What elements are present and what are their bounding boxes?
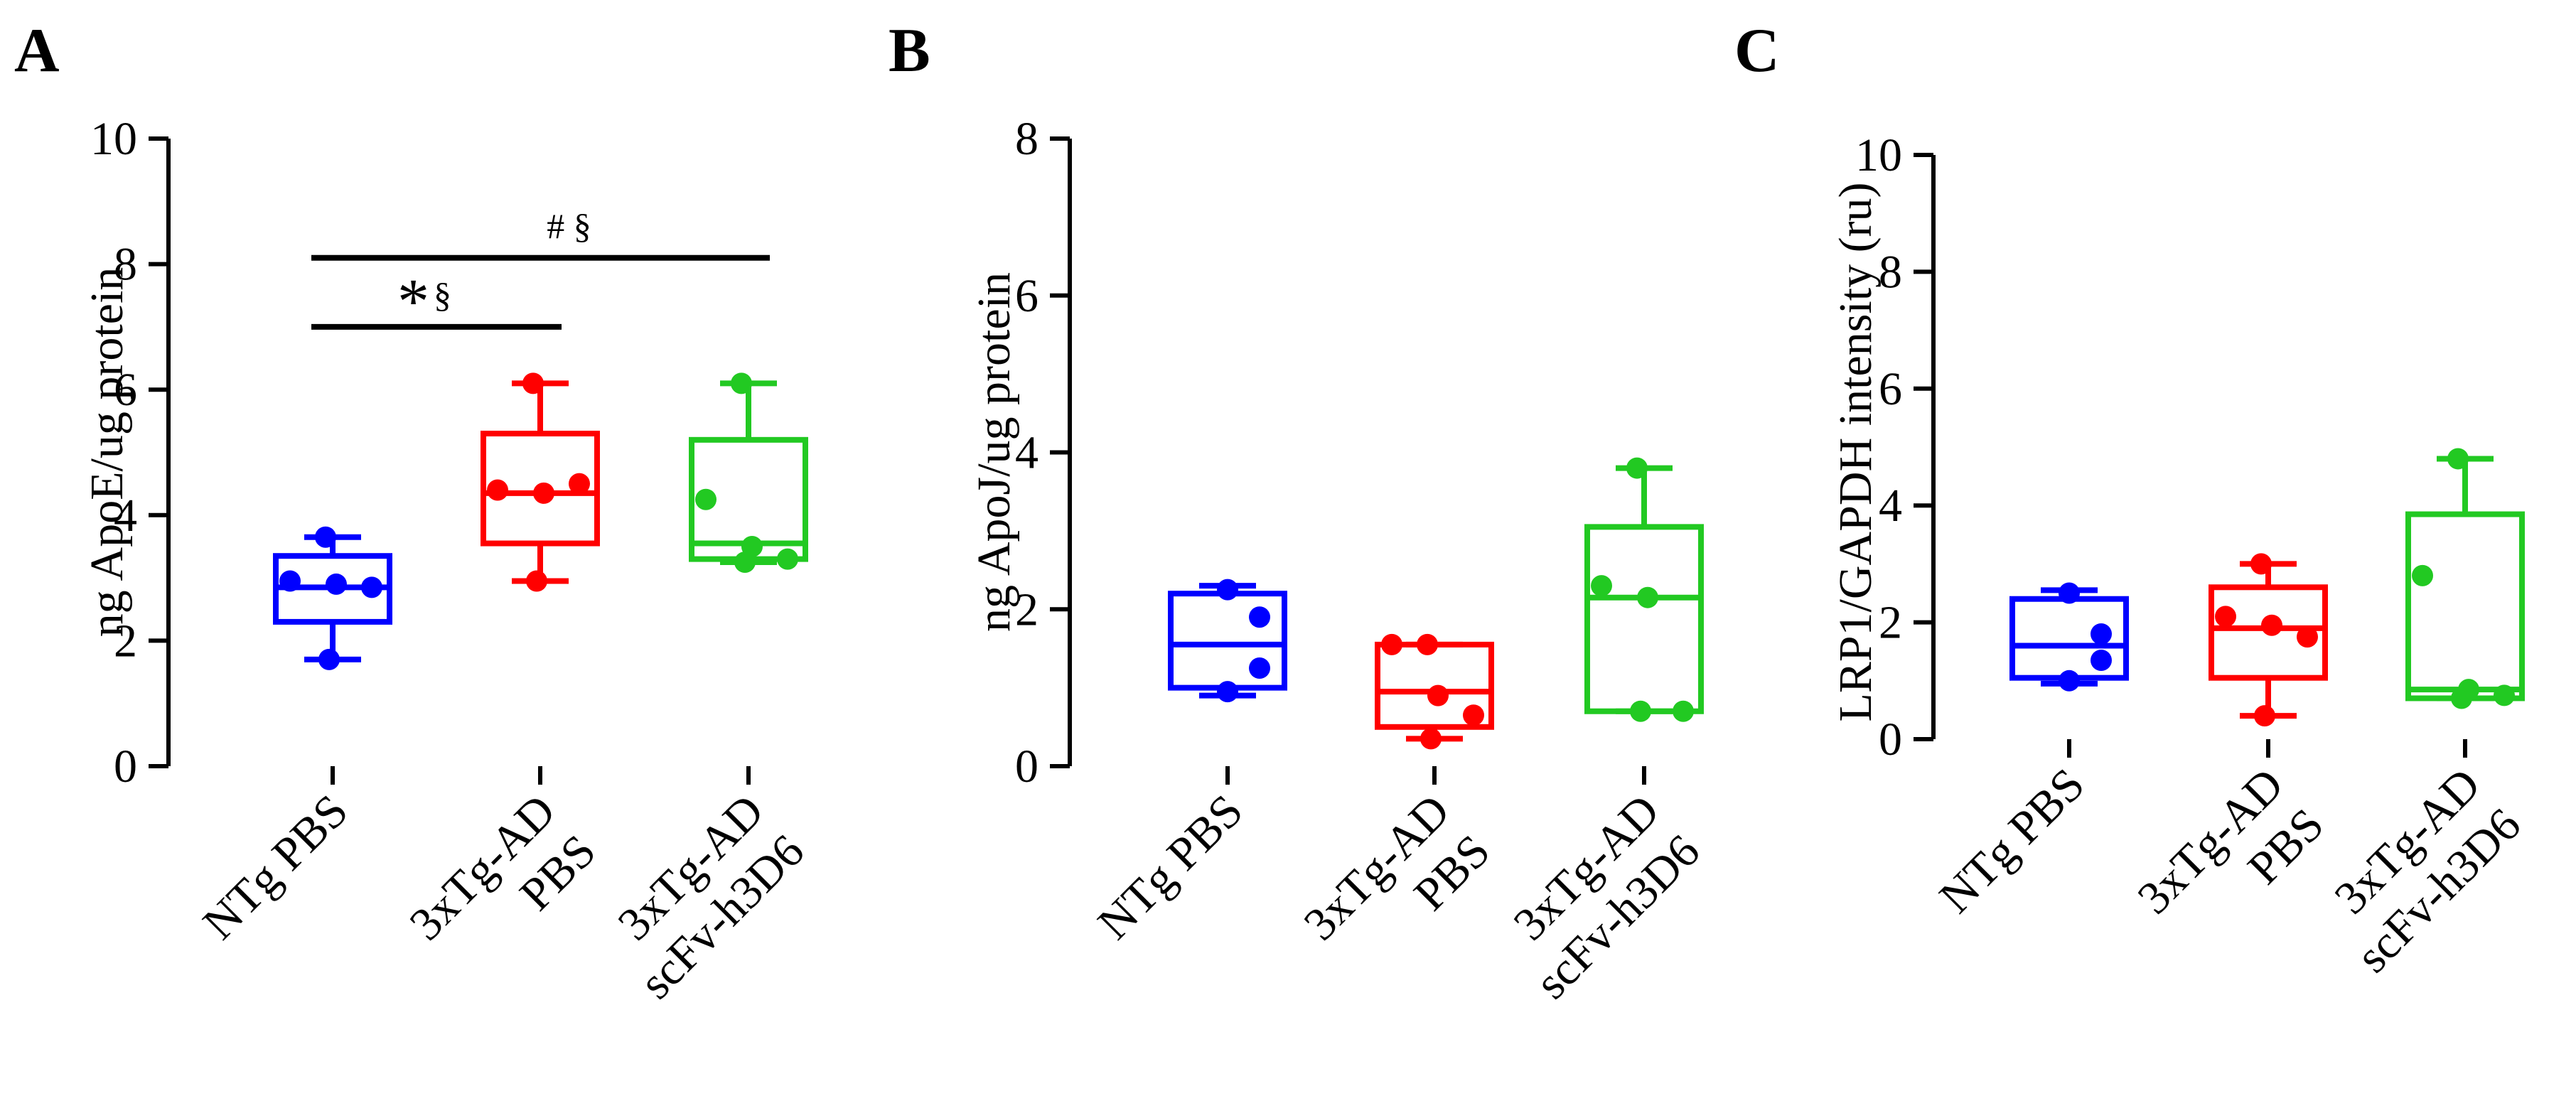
panel-a-y-tick-label: 10 (90, 113, 137, 165)
panel-b-data-point (1630, 700, 1651, 722)
panel-b-data-point (1591, 575, 1612, 597)
panel-a-data-point (731, 372, 752, 394)
panel-c-y-tick-label: 10 (1855, 129, 1902, 181)
panel-c-data-point (2297, 626, 2318, 648)
panel-c-data-point (2059, 582, 2080, 604)
panel-b-data-point (1463, 704, 1484, 726)
panel-a-data-point (326, 573, 347, 595)
panel-c-y-tick-label: 2 (1879, 597, 1902, 649)
panel-a-significance-label: # § (547, 206, 591, 246)
panel-c-data-point (2447, 448, 2469, 470)
panel-c-data-point (2494, 684, 2515, 706)
panel-a-category-label: 3xTg-ADPBS (400, 785, 606, 991)
panel-c-y-axis-title: LRP1/GAPDH intensity (ru) (1830, 183, 1882, 722)
panel-a-letter: A (14, 16, 60, 85)
panel-b-data-point (1427, 684, 1449, 706)
panel-a-data-point (315, 526, 336, 548)
panel-b-data-point (1249, 657, 1270, 679)
panel-b-category-label-line: NTg PBS (1088, 785, 1253, 950)
panel-c-y-tick-label: 8 (1879, 246, 1902, 298)
panel-c-data-point (2261, 614, 2282, 636)
panel-c-y-tick-label: 0 (1879, 714, 1902, 765)
panel-a-data-point (487, 479, 508, 501)
panel-a-data-point (526, 570, 547, 592)
panel-c-data-point (2091, 623, 2112, 645)
panel-b-data-point (1217, 579, 1238, 601)
panel-a-y-axis-title: ng ApoE/ug protein (81, 267, 133, 638)
panel-a-data-point (569, 473, 590, 495)
panel-c-data-point (2215, 606, 2236, 628)
panel-a: A 0 2 4 6 8 10 ng ApoE/ug protein NTg PBS 3xTg-A… (14, 16, 814, 1009)
panel-b-data-point (1417, 633, 1438, 655)
panel-c-data-point (2451, 687, 2472, 709)
panel-a-data-point (695, 488, 717, 510)
panel-a-data-point (533, 482, 554, 504)
panel-a-y-tick-label: 6 (114, 364, 137, 416)
panel-b-category-label: 3xTg-ADscFv-h3D6 (1486, 785, 1710, 1009)
panel-a-data-point (361, 576, 382, 598)
panel-c-box (2405, 511, 2525, 702)
panel-a-category-label-line: NTg PBS (193, 785, 358, 950)
panel-a-data-point (318, 648, 340, 670)
panel-c-y-tick-label: 4 (1879, 480, 1902, 532)
panel-c-category-label-line: NTg PBS (1930, 758, 2095, 923)
panel-a-data-point (734, 552, 756, 574)
panel-b-category-label: NTg PBS (1088, 785, 1253, 950)
panel-b-y-tick-label: 4 (1015, 427, 1039, 479)
panel-b-y-tick-label: 0 (1015, 741, 1039, 792)
panel-c-category-label: NTg PBS (1930, 758, 2095, 923)
panel-a-y-tick-label: 0 (114, 741, 137, 792)
panel-b-y-tick-label: 2 (1015, 584, 1039, 635)
panel-a-category-label: NTg PBS (193, 785, 358, 950)
panel-a-data-point (522, 372, 544, 394)
panel-a-y-tick-label: 8 (114, 239, 137, 291)
panel-c-box (2209, 584, 2328, 681)
panel-b-box (1584, 524, 1704, 714)
panel-b-data-point (1381, 633, 1402, 655)
panel-a-data-point (279, 570, 301, 592)
panel-b-data-point (1217, 681, 1238, 703)
panel-a-y-tick-label: 4 (114, 490, 137, 542)
panel-a-category-label: 3xTg-ADscFv-h3D6 (590, 785, 815, 1009)
panel-b-data-point (1626, 457, 1648, 479)
panel-a-y-tick-label: 2 (114, 615, 137, 667)
panel-a-box (481, 431, 600, 547)
panel-b-y-tick-label: 8 (1015, 113, 1039, 165)
panel-b-data-point (1673, 700, 1694, 722)
panel-b-y-axis-title: ng ApoJ/ug protein (968, 272, 1020, 632)
panel-b-data-point (1637, 586, 1658, 608)
panel-b-y-tick-label: 6 (1015, 270, 1039, 322)
panel-c-data-point (2412, 564, 2433, 586)
panel-b-letter: B (889, 16, 930, 85)
panel-a-data-point (777, 548, 798, 570)
panel-c-y-tick-label: 6 (1879, 363, 1902, 415)
panel-c-data-point (2250, 553, 2272, 575)
panel-c-data-point (2091, 650, 2112, 672)
panel-c-category-label: 3xTg-ADscFv-h3D6 (2307, 758, 2531, 983)
panel-c-data-point (2254, 705, 2275, 727)
panel-a-significance-label: § (434, 275, 451, 315)
panel-c-data-point (2059, 670, 2080, 692)
panel-b-category-label: 3xTg-ADPBS (1294, 785, 1501, 991)
panel-a-significance-star: * (397, 267, 429, 337)
panel-c-letter: C (1734, 16, 1780, 85)
panel-c-category-label: 3xTg-ADPBS (2128, 758, 2334, 964)
panel-b: B 0 2 4 6 8 ng ApoJ/ug protein NTg PBS 3xTg-ADP… (889, 16, 1710, 1009)
panel-b-data-point (1420, 728, 1442, 750)
panel-b-data-point (1249, 606, 1270, 628)
